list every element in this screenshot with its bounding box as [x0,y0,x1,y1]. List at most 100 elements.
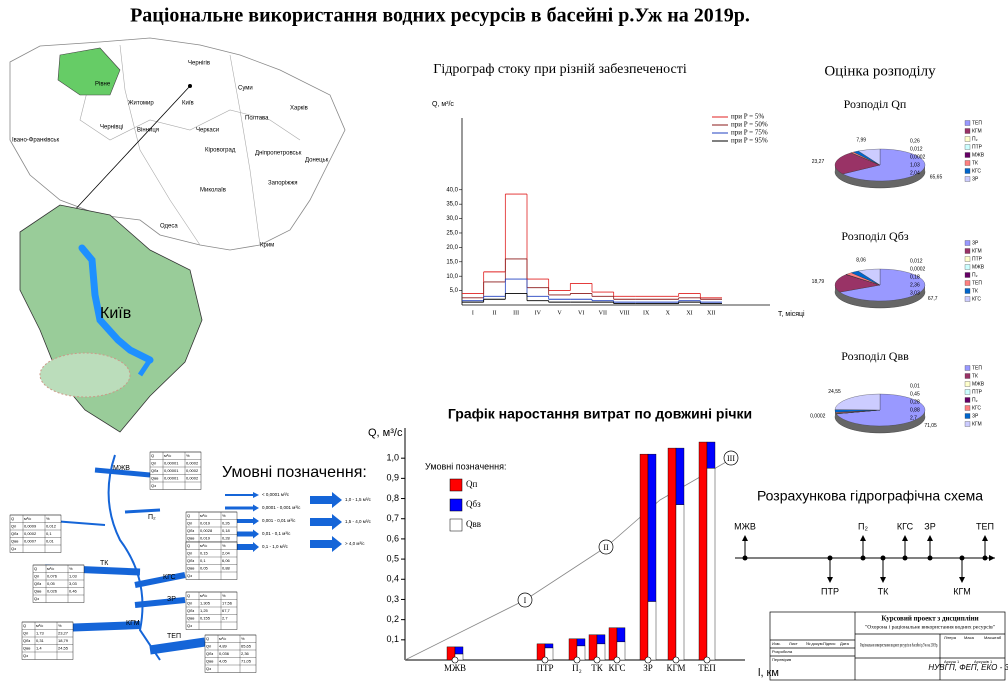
legend-swatch [964,120,971,126]
x-tick-label: ЗР [643,663,653,673]
table-cell: Q [187,593,190,598]
table-cell: % [46,516,50,521]
pie-value-label: 0,012 [910,258,923,264]
table-cell: 0,0002 [186,475,199,480]
bar [698,441,708,661]
bar [706,468,716,661]
table-cell: Qбз [23,638,30,643]
node [880,555,886,561]
legend-label: при P = 75% [731,129,768,137]
legend-label: 0,01 - 0,1 м³/с [262,531,291,536]
river-label: КГМ [126,620,140,627]
axis-label: Q, м³/с [432,101,454,108]
scheme-label: ТК [878,586,889,596]
y-tick-label: 5,0 [450,288,459,294]
legend-title: Умовні позначення: [222,464,367,481]
x-tick-label: IV [535,310,542,316]
scheme-label: ТЕП [976,521,994,531]
stamp-text: Изм. [772,641,781,646]
bar [608,627,618,661]
pie-slice [834,152,881,175]
legend-label: ТК [972,160,978,166]
x-tick-label: I [472,310,474,316]
map-label: Чернігів [188,61,210,67]
pie-value-label: 0,26 [910,138,920,144]
table-cell: 0,15 [200,550,209,555]
table-cell: 0,1 [200,558,206,563]
table-cell: % [69,566,73,571]
table-cell: 0,01 [46,538,55,543]
table-cell: % [222,543,226,548]
arrowhead [827,577,833,583]
table-cell: 0,31 [36,638,45,643]
legend-label: 1,5 - 4,0 м³/с [345,519,372,524]
river-label: КГС [163,574,176,581]
map-label: Суми [238,86,253,92]
y-tick-label: 0,4 [386,574,399,584]
table-cell: 65,65 [241,643,252,648]
map-label: Одеса [160,224,178,230]
table-cell: Qп [187,600,192,605]
scheme-label: ЗР [924,521,935,531]
legend-swatch [449,478,463,492]
table-cell: Qз [23,653,28,658]
table-frame [21,621,74,660]
map-label: Миколаїв [200,188,226,194]
scheme-label: МЖВ [734,521,756,531]
bar-node [593,656,601,664]
legend-swatch [964,373,971,379]
x-tick-label: КГС [608,663,625,673]
scheme-label: КГМ [953,586,970,596]
table-frame [185,591,238,630]
bar-node [541,656,549,664]
y-tick-label: 0,9 [386,473,399,483]
legend-label: МЖВ [972,381,985,387]
legend-title: Умовні позначення: [425,461,506,471]
table-cell: Qз [206,666,211,671]
pie-title: Розподіл Qп [844,97,907,111]
pie-value-label: 2,04 [910,170,920,176]
table-cell: Q [206,636,209,641]
stamp-text: Аркуш 1 [944,659,960,664]
legend-swatch [964,397,971,403]
pie-value-label: 0,01 [910,383,920,389]
legend-swatch [964,168,971,174]
curve-label: III [727,454,735,463]
poster-title: Раціональне використання водних ресурсів… [130,5,750,27]
map-label: Чернівці [100,125,123,131]
bar [544,643,554,649]
legend-label: КГМ [972,128,982,134]
bar [706,441,716,469]
table-cell: Q [11,516,14,521]
legend-label: КГС [972,296,981,302]
table-cell: 1,305 [200,600,211,605]
pie-value-label: 0,88 [910,407,920,413]
scheme-label: ПТР [821,586,839,596]
table-cell: 0,012 [46,523,57,528]
legend-label: ПТР [972,256,983,262]
table-cell: Q [187,543,190,548]
map-capital: Київ [100,305,131,322]
table-cell: м³/с [24,516,31,521]
map-label: Запоріжжя [268,181,298,187]
y-tick-label: 0,5 [386,553,399,563]
stamp-text: Дата [840,641,850,646]
legend-label: ЗР [972,176,979,182]
map-label: Харків [290,106,308,112]
table-cell: Qбз [187,528,194,533]
legend-label: ТЕП [972,280,982,286]
legend-arrow [310,536,342,552]
table-cell: 1,25 [200,608,209,613]
table-cell: Qз [11,546,16,551]
pie-slice [836,393,926,427]
legend-label: Qп [466,479,477,489]
bar [667,447,677,661]
y-tick-label: 1,0 [386,453,399,463]
legend-label: < 0,0001 м³/с [262,492,290,497]
table-cell: % [58,623,62,628]
legend-swatch [964,272,971,278]
table-cell: 0,00001 [164,475,179,480]
table-cell: 0,46 [69,588,78,593]
table-cell: 1,03 [69,573,78,578]
map-decoration [9,37,346,433]
